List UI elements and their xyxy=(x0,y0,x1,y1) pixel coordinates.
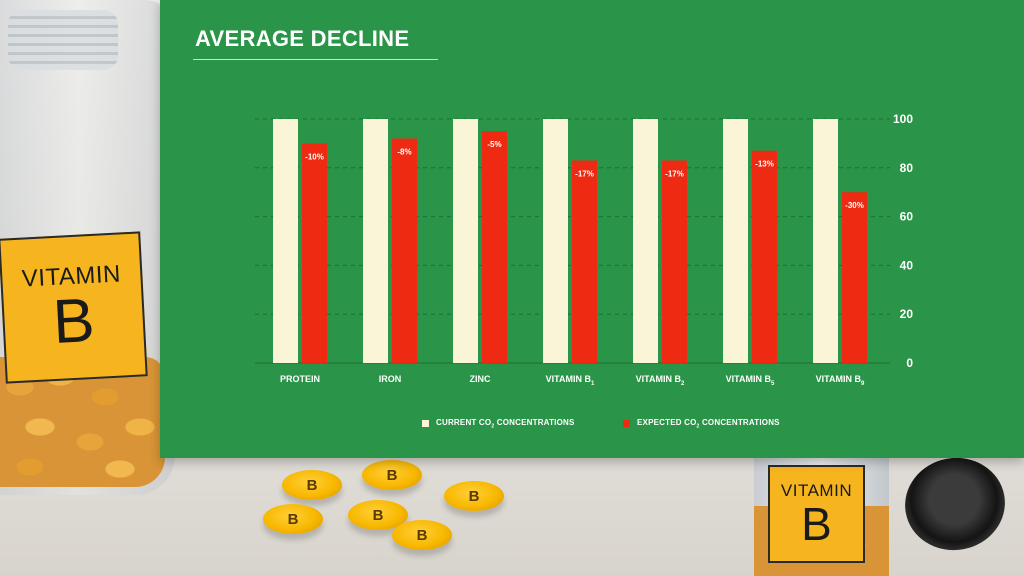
data-label: -5% xyxy=(487,140,501,149)
data-label: -10% xyxy=(305,152,324,161)
data-label: -8% xyxy=(397,148,411,157)
legend-label-current: CURRENT CO2 CONCENTRATIONS xyxy=(436,418,575,430)
y-tick-label: 40 xyxy=(900,258,914,272)
bar-current xyxy=(453,119,478,363)
vitamin-pill: B xyxy=(392,520,452,550)
bar-expected xyxy=(572,160,597,363)
y-tick-label: 100 xyxy=(893,112,913,126)
legend-item-expected: EXPECTED CO2 CONCENTRATIONS xyxy=(623,418,780,430)
bar-current xyxy=(543,119,568,363)
data-label: -13% xyxy=(755,160,774,169)
y-tick-label: 80 xyxy=(900,161,914,175)
bar-current xyxy=(633,119,658,363)
bar-expected xyxy=(842,192,867,363)
jar-label-letter: B xyxy=(51,285,97,357)
bar-expected xyxy=(752,150,777,363)
data-label: -17% xyxy=(575,169,594,178)
y-tick-label: 0 xyxy=(906,356,913,370)
bar-expected xyxy=(482,131,507,363)
bar-expected xyxy=(662,160,687,363)
title-underline xyxy=(193,59,438,60)
vitamin-pill: B xyxy=(362,460,422,490)
jar-label-left: VITAMIN B xyxy=(0,231,148,384)
y-tick-label: 20 xyxy=(900,307,914,321)
jar-label-right: VITAMIN B xyxy=(768,465,865,563)
x-tick-label: IRON xyxy=(379,374,402,384)
data-label: -30% xyxy=(845,201,864,210)
legend-label-expected: EXPECTED CO2 CONCENTRATIONS xyxy=(637,418,780,430)
bar-expected xyxy=(392,138,417,363)
bar-current xyxy=(813,119,838,363)
y-tick-label: 60 xyxy=(900,210,914,224)
legend-item-current: CURRENT CO2 CONCENTRATIONS xyxy=(422,418,575,430)
x-tick-label: VITAMIN B2 xyxy=(636,374,685,387)
vitamin-pill: B xyxy=(444,481,504,511)
bar-expected xyxy=(302,143,327,363)
x-tick-label: VITAMIN B5 xyxy=(726,374,775,387)
bar-chart: 0 20 40 60 80 100 -10% PROTEIN -8% IRON -5% ZINC -17… xyxy=(255,112,914,387)
chart-panel: AVERAGE DECLINE 0 20 40 60 80 100 -10% PROTEIN -… xyxy=(160,0,1024,458)
legend-swatch-expected xyxy=(623,420,630,428)
legend-swatch-current xyxy=(422,420,429,428)
vitamin-pill: B xyxy=(263,504,323,534)
bar-current xyxy=(273,119,298,363)
jar-label-word: VITAMIN xyxy=(780,481,853,500)
jar-rim xyxy=(8,10,118,70)
jar-label-letter: B xyxy=(801,498,832,550)
vitamin-pill: B xyxy=(282,470,342,500)
x-tick-label: VITAMIN B9 xyxy=(816,374,865,387)
chart-title: AVERAGE DECLINE xyxy=(195,26,410,51)
data-label: -17% xyxy=(665,169,684,178)
x-tick-label: PROTEIN xyxy=(280,374,320,384)
x-tick-label: ZINC xyxy=(470,374,491,384)
bar-current xyxy=(723,119,748,363)
bar-current xyxy=(363,119,388,363)
x-tick-label: VITAMIN B1 xyxy=(546,374,595,387)
